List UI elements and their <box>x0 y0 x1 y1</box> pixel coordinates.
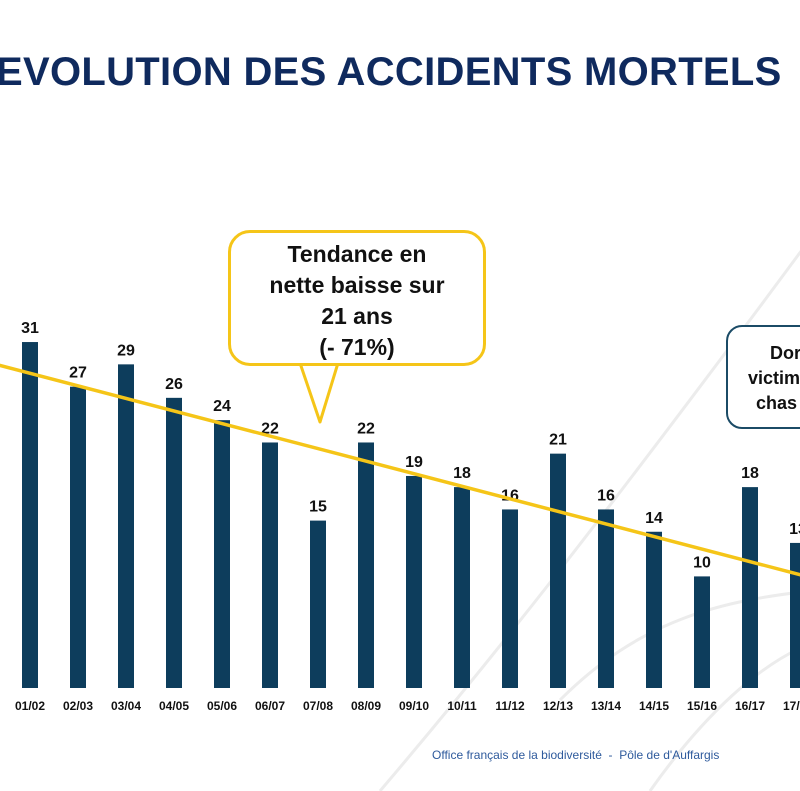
data-label: 18 <box>453 465 471 482</box>
data-label: 18 <box>741 465 759 482</box>
bar <box>358 442 374 688</box>
x-tick-label: 06/07 <box>255 699 285 713</box>
x-tick-label: 13/14 <box>591 699 621 713</box>
x-tick-label: 02/03 <box>63 699 93 713</box>
data-label: 10 <box>693 554 711 571</box>
callout-line: (- 71%) <box>319 334 395 360</box>
data-label: 29 <box>117 342 135 359</box>
data-label: 14 <box>645 510 663 527</box>
trend-callout-tail <box>298 362 340 424</box>
x-tick-label: 03/04 <box>111 699 141 713</box>
bar <box>70 386 86 688</box>
bar <box>550 453 566 688</box>
data-label: 31 <box>21 320 39 337</box>
bar <box>454 487 470 688</box>
bar <box>118 364 134 688</box>
x-tick-label: 14/15 <box>639 699 669 713</box>
callout-line: 21 ans <box>321 303 393 329</box>
bar <box>646 531 662 688</box>
chart-title: EVOLUTION DES ACCIDENTS MORTELS <box>0 50 782 94</box>
bar <box>22 342 38 688</box>
bar <box>742 487 758 688</box>
bar <box>262 442 278 688</box>
x-tick-label: 11/12 <box>495 699 525 713</box>
x-tick-label: 04/05 <box>159 699 189 713</box>
note-callout: Dor victim chas <box>726 325 800 429</box>
x-tick-label: 10/11 <box>447 699 477 713</box>
callout-line: Tendance en <box>287 241 427 267</box>
x-tick-label: 16/17 <box>735 699 765 713</box>
data-label: 16 <box>597 487 615 504</box>
bar <box>214 420 230 688</box>
x-tick-label: 08/09 <box>351 699 381 713</box>
footer-credit: Office français de la biodiversité - Pôl… <box>432 748 720 762</box>
data-label: 26 <box>165 376 183 393</box>
data-label: 27 <box>69 365 87 382</box>
trend-line <box>0 363 800 577</box>
x-tick-label: 07/08 <box>303 699 333 713</box>
data-label: 15 <box>309 499 327 516</box>
data-label: 19 <box>405 454 423 471</box>
callout-line: victim <box>748 368 800 388</box>
data-label: 21 <box>549 432 567 449</box>
data-label: 22 <box>357 420 375 437</box>
bar <box>790 542 800 688</box>
bar <box>406 475 422 688</box>
bar <box>310 520 326 688</box>
x-tick-label: 09/10 <box>399 699 429 713</box>
trend-callout: Tendance en nette baisse sur 21 ans (- 7… <box>228 230 486 366</box>
callout-line: Dor <box>770 343 800 363</box>
bar <box>166 397 182 688</box>
data-label: 24 <box>213 398 231 415</box>
x-tick-label: 01/02 <box>15 699 45 713</box>
x-tick-label: 15/16 <box>687 699 717 713</box>
bar <box>694 576 710 688</box>
callout-line: nette baisse sur <box>269 272 445 298</box>
data-label: 13 <box>789 521 800 538</box>
x-tick-label: 05/06 <box>207 699 237 713</box>
bar <box>598 509 614 688</box>
x-tick-label: 12/13 <box>543 699 573 713</box>
bar <box>502 509 518 688</box>
callout-line: chas <box>756 393 798 413</box>
x-tick-label: 17/18 <box>783 699 800 713</box>
